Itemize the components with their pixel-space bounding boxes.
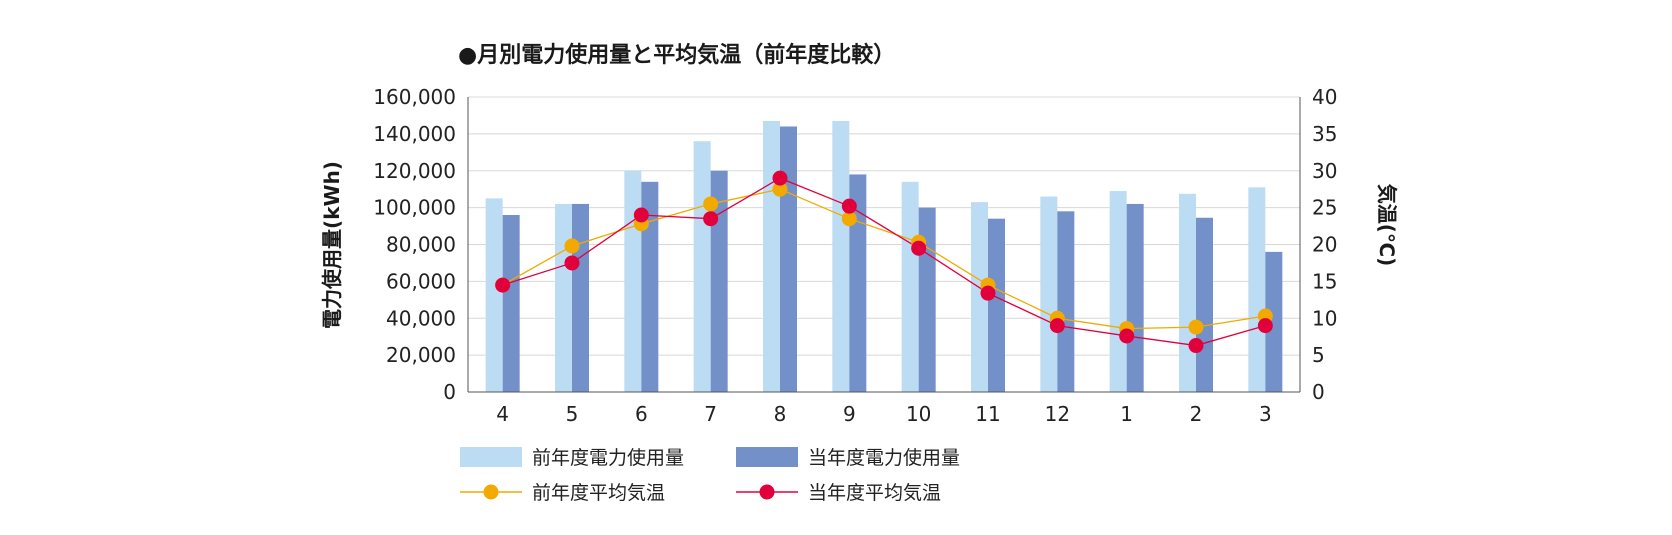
y-tick-label-left: 0 bbox=[443, 380, 456, 404]
x-tick-label: 10 bbox=[906, 402, 931, 426]
y-tick-label-left: 100,000 bbox=[373, 196, 456, 220]
y-tick-label-left: 80,000 bbox=[386, 233, 456, 257]
point-prev-temp bbox=[703, 196, 719, 212]
y-tick-label-right: 35 bbox=[1312, 122, 1337, 146]
point-curr-temp bbox=[772, 170, 788, 186]
bar-prev-usage bbox=[763, 120, 780, 392]
y-tick-label-left: 60,000 bbox=[386, 269, 456, 293]
point-prev-temp bbox=[1188, 319, 1204, 335]
lines bbox=[495, 170, 1273, 354]
legend-swatch-prev-usage bbox=[460, 447, 522, 467]
x-tick-labels: 4 5 6 7 8 9 10 11 12 1 2 3 bbox=[496, 402, 1271, 426]
point-curr-temp bbox=[911, 240, 927, 256]
y-tick-labels-right: 0 5 10 15 20 25 30 35 40 bbox=[1312, 85, 1337, 404]
bar-curr-usage bbox=[988, 218, 1005, 392]
y-tick-label-right: 0 bbox=[1312, 380, 1325, 404]
bar-prev-usage bbox=[1179, 193, 1196, 392]
point-curr-temp bbox=[564, 255, 580, 271]
bar-prev-usage bbox=[555, 203, 572, 392]
x-tick-label: 3 bbox=[1259, 402, 1272, 426]
bar-curr-usage bbox=[780, 126, 797, 392]
x-tick-label: 7 bbox=[704, 402, 717, 426]
y-tick-label-right: 20 bbox=[1312, 233, 1337, 257]
bar-curr-usage bbox=[572, 203, 589, 392]
legend-marker-curr-temp bbox=[759, 484, 775, 500]
bar-curr-usage bbox=[1126, 203, 1144, 392]
bar-curr-usage bbox=[641, 181, 659, 392]
y-axis-label-right: 気温(℃) bbox=[1375, 184, 1399, 267]
x-tick-label: 2 bbox=[1190, 402, 1203, 426]
bar-prev-usage bbox=[971, 202, 988, 392]
y-tick-label-right: 10 bbox=[1312, 306, 1337, 330]
y-tick-label-left: 160,000 bbox=[373, 85, 456, 109]
bars bbox=[485, 120, 1283, 392]
point-curr-temp bbox=[703, 211, 719, 227]
point-curr-temp bbox=[495, 277, 511, 293]
y-tick-label-right: 25 bbox=[1312, 196, 1337, 220]
chart-title: ●月別電力使用量と平均気温（前年度比較） bbox=[458, 42, 895, 68]
point-curr-temp bbox=[980, 285, 996, 301]
legend-label-prev-usage: 前年度電力使用量 bbox=[532, 447, 684, 469]
y-tick-label-left: 140,000 bbox=[373, 122, 456, 146]
bar-prev-usage bbox=[1109, 191, 1127, 392]
x-tick-label: 12 bbox=[1045, 402, 1070, 426]
point-curr-temp bbox=[633, 207, 649, 223]
legend: 前年度電力使用量 当年度電力使用量 前年度平均気温 当年度平均気温 bbox=[460, 447, 960, 504]
x-tick-label: 6 bbox=[635, 402, 648, 426]
gridlines bbox=[468, 96, 1300, 356]
y-tick-label-left: 120,000 bbox=[373, 159, 456, 183]
y-axis-label-left: 電力使用量(kWh) bbox=[320, 161, 344, 329]
x-tick-label: 11 bbox=[975, 402, 1000, 426]
point-curr-temp bbox=[1119, 328, 1135, 344]
line-curr-temp bbox=[502, 177, 1266, 347]
y-tick-label-right: 40 bbox=[1312, 85, 1337, 109]
y-tick-label-left: 40,000 bbox=[386, 306, 456, 330]
bar-curr-usage bbox=[1265, 251, 1283, 392]
bar-curr-usage bbox=[849, 174, 867, 392]
bar-prev-usage bbox=[901, 181, 919, 392]
bar-curr-usage bbox=[1196, 217, 1213, 392]
bar-prev-usage bbox=[832, 120, 850, 392]
bar-prev-usage bbox=[693, 141, 711, 392]
bar-prev-usage bbox=[624, 170, 642, 392]
x-tick-label: 8 bbox=[774, 402, 787, 426]
point-curr-temp bbox=[1049, 318, 1065, 334]
point-prev-temp bbox=[564, 238, 580, 254]
x-tick-label: 9 bbox=[843, 402, 856, 426]
y-tick-label-right: 30 bbox=[1312, 159, 1337, 183]
bar-prev-usage bbox=[1248, 187, 1266, 392]
y-tick-label-right: 5 bbox=[1312, 343, 1325, 367]
bar-prev-usage bbox=[485, 198, 503, 392]
y-tick-labels-left: 0 20,000 40,000 60,000 80,000 100,000 120,000 1… bbox=[373, 85, 456, 404]
bar-curr-usage bbox=[1057, 211, 1075, 392]
line-prev-temp bbox=[502, 188, 1266, 330]
point-curr-temp bbox=[841, 198, 857, 214]
x-tick-label: 1 bbox=[1120, 402, 1133, 426]
legend-swatch-curr-usage bbox=[736, 447, 798, 467]
legend-label-prev-temp: 前年度平均気温 bbox=[532, 482, 665, 504]
point-curr-temp bbox=[1257, 318, 1273, 334]
x-tick-label: 5 bbox=[566, 402, 579, 426]
x-tick-label: 4 bbox=[496, 402, 509, 426]
bar-prev-usage bbox=[1040, 196, 1058, 392]
bar-curr-usage bbox=[502, 215, 520, 392]
point-prev-temp bbox=[841, 211, 857, 227]
point-curr-temp bbox=[1188, 338, 1204, 354]
legend-marker-prev-temp bbox=[483, 484, 499, 500]
y-tick-label-left: 20,000 bbox=[386, 343, 456, 367]
bar-curr-usage bbox=[710, 170, 728, 392]
point-prev-temp bbox=[772, 181, 788, 197]
y-tick-label-right: 15 bbox=[1312, 269, 1337, 293]
legend-label-curr-temp: 当年度平均気温 bbox=[808, 482, 941, 504]
legend-label-curr-usage: 当年度電力使用量 bbox=[808, 447, 960, 469]
